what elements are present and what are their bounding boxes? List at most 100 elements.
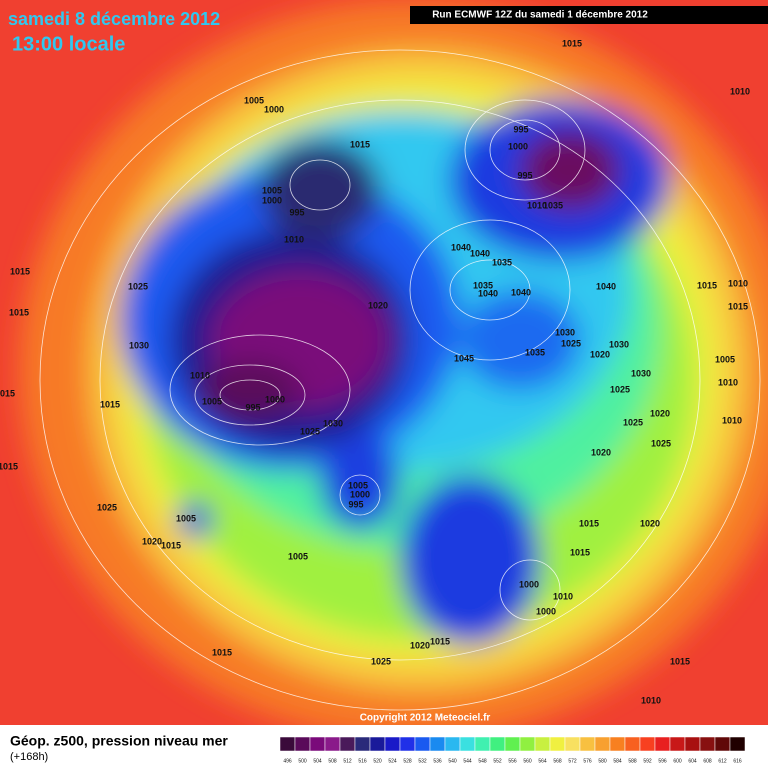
pressure-label: 1020 [591, 447, 611, 457]
pressure-label: 1000 [536, 606, 556, 616]
run-box [410, 6, 768, 24]
color-swatch [579, 736, 596, 752]
zone [520, 130, 620, 210]
pressure-label: 1010 [722, 415, 742, 425]
colorbar-label: 532 [418, 758, 427, 764]
colorbar-label: 500 [298, 758, 307, 764]
color-swatch [339, 736, 356, 752]
pressure-label: 1020 [650, 408, 670, 418]
pressure-label: 1025 [371, 656, 391, 666]
pressure-label: 1020 [410, 640, 430, 650]
color-swatch [459, 736, 476, 752]
zone [320, 430, 400, 530]
pressure-label: 1035 [473, 280, 493, 290]
pressure-label: 995 [517, 170, 532, 180]
colorbar-label: 616 [733, 758, 742, 764]
color-swatch [729, 736, 746, 752]
pressure-label: 1040 [596, 281, 616, 291]
pressure-label: 1000 [264, 104, 284, 114]
pressure-label: 995 [289, 207, 304, 217]
pressure-label: 1030 [555, 327, 575, 337]
pressure-label: 1045 [454, 353, 474, 363]
lead-time: (+168h) [10, 751, 48, 763]
color-swatch [639, 736, 656, 752]
pressure-label: 1015 [100, 399, 120, 409]
colorbar-label: 596 [658, 758, 667, 764]
colorbar-label: 560 [523, 758, 532, 764]
colorbar-label: 512 [343, 758, 352, 764]
color-swatch [519, 736, 536, 752]
color-swatch [294, 736, 311, 752]
pressure-label: 1015 [212, 647, 232, 657]
pressure-label: 1040 [478, 288, 498, 298]
pressure-label: 1040 [470, 248, 490, 258]
colorbar-label: 524 [388, 758, 397, 764]
pressure-label: 995 [348, 499, 363, 509]
pressure-label: 1015 [9, 307, 29, 317]
colorbar-label: 568 [553, 758, 562, 764]
color-swatch [414, 736, 431, 752]
pressure-label: 1010 [527, 200, 547, 210]
colorbar-label: 556 [508, 758, 517, 764]
color-swatch [309, 736, 326, 752]
color-swatch [279, 736, 296, 752]
colorbar: 496 500 504 508 512 516 520 524 528 532 536 540 544 5… [279, 736, 746, 764]
pressure-label: 1030 [609, 339, 629, 349]
colorbar-label: 508 [328, 758, 337, 764]
pressure-label: 1015 [570, 547, 590, 557]
pressure-label: 1035 [525, 347, 545, 357]
colorbar-label: 612 [718, 758, 727, 764]
pressure-label: 1025 [128, 281, 148, 291]
pressure-label: 1030 [129, 340, 149, 350]
pressure-label: 1015 [579, 518, 599, 528]
pressure-label: 1015 [430, 636, 450, 646]
pressure-label: 1025 [97, 502, 117, 512]
pressure-label: 1005 [176, 513, 196, 523]
pressure-label: 1005 [288, 551, 308, 561]
colorbar-label: 576 [583, 758, 592, 764]
pressure-label: 1010 [730, 86, 750, 96]
colorbar-label: 540 [448, 758, 457, 764]
color-swatch [654, 736, 671, 752]
pressure-label: 1020 [590, 349, 610, 359]
colorbar-label: 496 [283, 758, 292, 764]
pressure-label: 1015 [728, 301, 748, 311]
colorbar-label: 564 [538, 758, 547, 764]
color-swatch [564, 736, 581, 752]
colorbar-label: 536 [433, 758, 442, 764]
pressure-label: 1010 [728, 278, 748, 288]
colorbar-label: 548 [478, 758, 487, 764]
geopotential-field [20, 0, 768, 725]
pressure-label: 1025 [561, 338, 581, 348]
color-swatch [474, 736, 491, 752]
pressure-label: 1025 [651, 438, 671, 448]
color-swatch [504, 736, 521, 752]
pressure-label: 1025 [623, 417, 643, 427]
color-swatch [489, 736, 506, 752]
pressure-label: 1015 [670, 656, 690, 666]
colorbar-label: 604 [688, 758, 697, 764]
color-swatch [429, 736, 446, 752]
zone [400, 475, 540, 645]
pressure-label: 1015 [161, 540, 181, 550]
pressure-labels: 1015100510001015995100099510051000995101… [0, 38, 750, 705]
pressure-label: 1000 [265, 394, 285, 404]
colorbar-label: 528 [403, 758, 412, 764]
pressure-label: 1005 [715, 354, 735, 364]
pressure-label: 1010 [718, 377, 738, 387]
pressure-label: 1030 [631, 368, 651, 378]
color-swatch [624, 736, 641, 752]
pressure-label: 1015 [350, 139, 370, 149]
pressure-label: 1000 [262, 195, 282, 205]
colorbar-label: 588 [628, 758, 637, 764]
pressure-label: 1005 [202, 396, 222, 406]
pressure-label: 1005 [262, 185, 282, 195]
pressure-label: 1025 [610, 384, 630, 394]
pressure-label: 1035 [492, 257, 512, 267]
colorbar-label: 600 [673, 758, 682, 764]
pressure-label: 1030 [323, 418, 343, 428]
pressure-label: 1010 [190, 370, 210, 380]
zone [460, 290, 580, 390]
